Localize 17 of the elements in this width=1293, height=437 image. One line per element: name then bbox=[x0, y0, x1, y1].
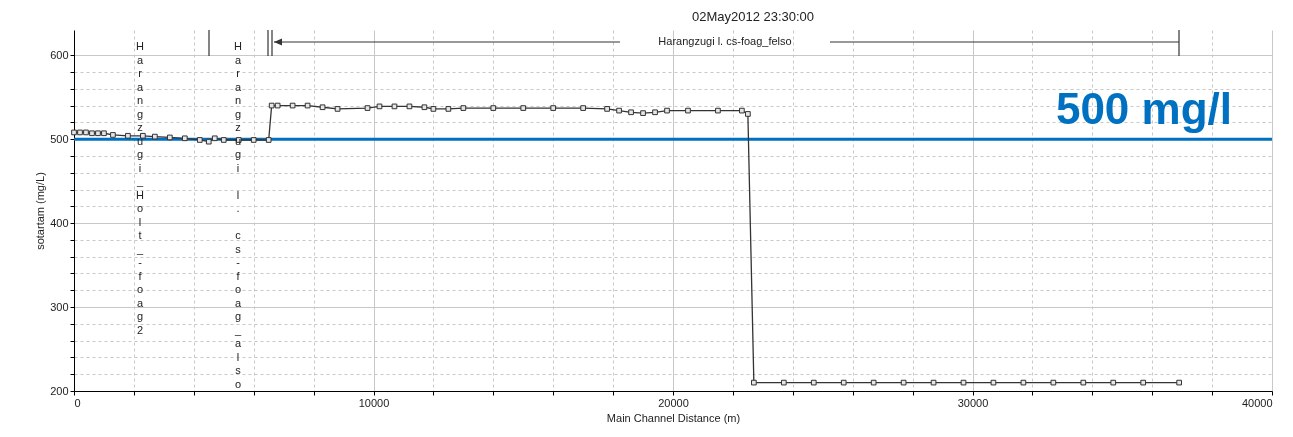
x-tick-label: 20000 bbox=[658, 396, 689, 409]
x-axis-title: Main Channel Distance (m) bbox=[606, 411, 741, 424]
x-tick-label: 40000 bbox=[1241, 396, 1273, 409]
y-tick-label: 300 bbox=[50, 300, 69, 313]
annotation: Harangzugi l. cs-foag_also bbox=[232, 40, 244, 391]
y-axis-title: sotartam (mg/L) bbox=[34, 172, 47, 250]
annotation: Harangzugi l. cs-foag_felso bbox=[658, 35, 792, 47]
ref-line-label: 500 mg/l bbox=[1055, 84, 1232, 134]
y-tick-label: 200 bbox=[50, 384, 69, 397]
chart-title: 02May2012 23:30:00 bbox=[691, 9, 815, 24]
y-tick-label: 500 bbox=[50, 132, 69, 145]
y-tick-label: 600 bbox=[50, 48, 69, 61]
x-tick-label: 10000 bbox=[358, 396, 390, 409]
annotation: Harangzugi_Holt_-foag2 bbox=[134, 40, 146, 337]
y-tick-label: 400 bbox=[50, 216, 69, 229]
x-tick-label: 30000 bbox=[957, 396, 989, 409]
x-tick-label: 0 bbox=[74, 396, 81, 409]
